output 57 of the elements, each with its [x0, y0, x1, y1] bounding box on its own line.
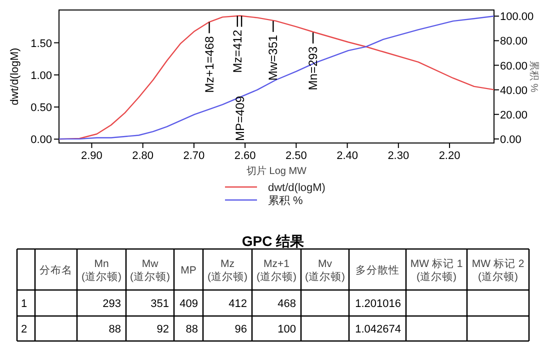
text: 100: [278, 324, 296, 336]
category-label: Mz (道尔顿): [208, 258, 248, 283]
y2-tick-label: 80.00: [500, 36, 528, 48]
annotation: Mz=412: [230, 16, 244, 73]
annotation: Mz+1=468: [202, 22, 216, 93]
annotation: Mw=351: [266, 20, 280, 81]
x-tick-label: 2.90: [81, 150, 102, 162]
x-tick-label: 2.50: [285, 150, 307, 162]
text: 1.042674: [355, 324, 401, 336]
y2-tick-label: 0.00: [500, 134, 522, 146]
category-label: MW 标记 2 (道尔顿): [472, 258, 524, 283]
text: 293: [102, 298, 121, 310]
annotation: Mn=293: [306, 32, 320, 90]
y2-tick-label: 100.00: [500, 11, 534, 24]
y-axis-title: dwt/d(logM): [9, 48, 21, 106]
category-label: 多分散性: [356, 264, 400, 276]
annotation: Mz+1=468: [202, 36, 216, 93]
x-tick-label: 2.80: [132, 150, 154, 162]
text: 1.201016: [355, 298, 401, 310]
x-tick-label: 2.20: [438, 150, 460, 162]
category-label: 1: [21, 298, 28, 310]
text: GPC 结果: [242, 233, 306, 249]
category-label: Mv (道尔顿): [305, 258, 345, 283]
legend-label: 累积 %: [268, 195, 304, 207]
legend-label: dwt/d(logM): [268, 182, 326, 194]
annotation: Mz=412: [230, 29, 244, 73]
category-label: MW 标记 1 (道尔顿): [410, 258, 463, 283]
y-tick-label: 0.50: [30, 102, 52, 114]
category-label: Mw (道尔顿): [130, 258, 170, 283]
y-tick-label: 1.50: [30, 38, 52, 50]
text: 351: [150, 298, 169, 310]
text: 88: [108, 324, 121, 336]
y2-tick-label: 40.00: [500, 84, 528, 97]
x-tick-label: 2.70: [183, 150, 205, 162]
x-axis-title: 切片 Log MW: [246, 165, 308, 177]
x-tick-label: 2.40: [336, 150, 358, 162]
y-tick-label: 0.00: [30, 134, 52, 146]
text: 409: [180, 298, 198, 310]
text: 412: [228, 298, 247, 310]
y2-axis-title: 累积 %: [528, 60, 539, 92]
category-label: 2: [21, 324, 28, 336]
x-tick-label: 2.60: [234, 150, 256, 162]
text: 96: [234, 324, 247, 336]
x-tick-label: 2.30: [388, 150, 410, 162]
annotation: MP=409: [232, 96, 247, 141]
annotation: Mn=293: [306, 46, 320, 90]
category-label: Mz+1 (道尔顿): [256, 258, 296, 283]
text: 88: [186, 324, 198, 336]
annotation: Mw=351: [266, 34, 280, 81]
y-tick-label: 1.00: [30, 70, 52, 82]
category-label: MP: [180, 264, 196, 276]
text: 468: [278, 298, 296, 310]
y2-tick-label: 60.00: [500, 60, 528, 72]
category-label: 分布名: [40, 264, 72, 276]
y2-tick-label: 20.00: [500, 109, 528, 122]
text: 92: [156, 324, 169, 336]
category-label: Mn (道尔顿): [82, 258, 122, 283]
